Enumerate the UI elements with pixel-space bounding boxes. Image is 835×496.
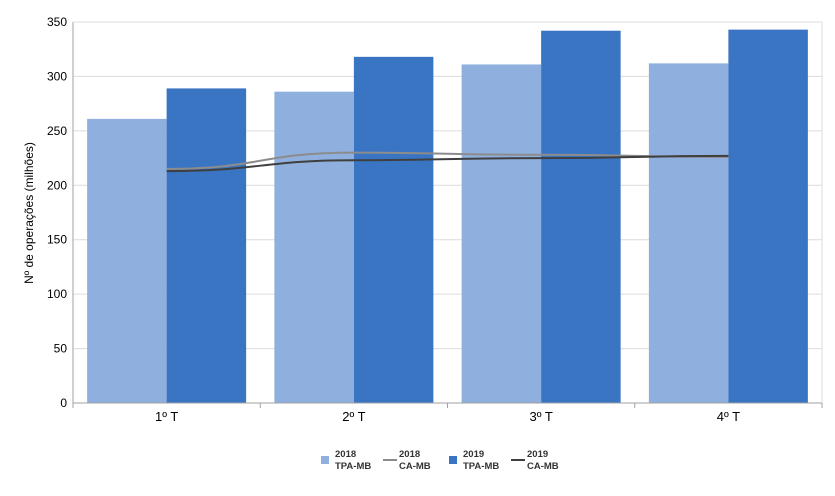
- bar-2018-tpa-mb: [274, 91, 354, 403]
- line-2018-ca-mb: [166, 151, 729, 170]
- legend-label: 2018: [335, 449, 356, 460]
- x-tick-label: 3º T: [529, 409, 552, 424]
- x-tick-label: 1º T: [155, 409, 178, 424]
- legend-label: TPA-MB: [463, 461, 499, 472]
- legend-swatch: [321, 456, 329, 464]
- y-tick-label: 100: [47, 287, 67, 301]
- bar-2018-tpa-mb: [648, 63, 729, 403]
- x-tick-label: 2º T: [342, 409, 365, 424]
- bar-2018-tpa-mb: [461, 64, 542, 403]
- bar-2019-tpa-mb: [353, 56, 434, 403]
- y-tick-label: 350: [47, 15, 67, 29]
- y-tick-label: 150: [47, 233, 67, 247]
- axes: 0 50 100 150 200 250 300 350 1º T 2º T 3º T 4º T: [47, 15, 823, 424]
- y-tick-label: 250: [47, 124, 67, 138]
- y-tick-label: 0: [60, 396, 67, 410]
- bars: [87, 29, 808, 404]
- legend-label: CA-MB: [527, 461, 559, 472]
- y-tick-label: 50: [54, 342, 68, 356]
- legend-label: 2019: [527, 449, 548, 460]
- line-2019-ca-mb: [166, 154, 729, 173]
- legend-label: CA-MB: [399, 461, 431, 472]
- lines: [166, 151, 729, 173]
- legend-swatch: [449, 456, 457, 464]
- y-tick-label: 300: [47, 69, 67, 83]
- x-tick-label: 4º T: [717, 409, 740, 424]
- bar-2019-tpa-mb: [728, 29, 808, 404]
- bar-2018-tpa-mb: [87, 118, 167, 403]
- bar-2019-tpa-mb: [166, 88, 247, 403]
- legend-label: TPA-MB: [335, 461, 371, 472]
- y-axis-label: Nº de operações (milhões): [22, 142, 36, 284]
- y-tick-label: 200: [47, 178, 67, 192]
- bar-2019-tpa-mb: [541, 30, 621, 404]
- legend-label: 2018: [399, 449, 420, 460]
- legend-label: 2019: [463, 449, 484, 460]
